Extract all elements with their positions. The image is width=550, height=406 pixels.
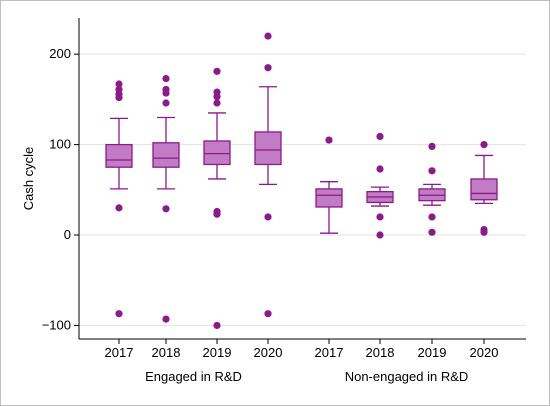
box-2018-engaged: 2018	[152, 74, 181, 360]
outlier-point	[115, 80, 123, 88]
box-2019-engaged: 2019	[203, 67, 232, 360]
outlier-point	[162, 315, 170, 323]
group-label: Non-engaged in R&D	[345, 369, 469, 384]
x-tick-label: 2018	[366, 345, 395, 360]
outlier-point	[480, 228, 488, 236]
outlier-point	[115, 310, 123, 318]
box-2020-engaged: 2020	[254, 32, 283, 360]
outlier-point	[162, 99, 170, 107]
outlier-point	[376, 132, 384, 141]
x-tick-label: 2017	[315, 345, 344, 360]
iqr-box	[105, 143, 133, 168]
iqr-box	[152, 142, 180, 168]
outlier-point	[213, 210, 221, 218]
box-2017-engaged: 2017	[105, 80, 134, 360]
y-tick-label: 0	[64, 227, 71, 242]
group-label: Engaged in R&D	[145, 369, 242, 384]
outlier-point	[428, 167, 436, 175]
outlier-point	[264, 32, 272, 40]
x-tick-label: 2020	[254, 345, 283, 360]
x-tick-label: 2020	[470, 345, 499, 360]
outlier-point	[162, 89, 170, 97]
outlier-point	[376, 231, 384, 239]
y-tick-label: 200	[49, 46, 71, 61]
box-2017-non-engaged: 2017	[315, 136, 344, 360]
outlier-point	[213, 67, 221, 75]
outlier-point	[115, 93, 123, 102]
y-axis-title: Cash cycle	[21, 147, 36, 211]
x-tick-label: 2017	[105, 345, 134, 360]
outlier-point	[264, 213, 272, 221]
x-tick-label: 2018	[152, 345, 181, 360]
x-tick-label: 2019	[418, 345, 447, 360]
iqr-box	[203, 140, 231, 166]
outlier-point	[162, 205, 170, 213]
x-tick-label: 2019	[203, 345, 232, 360]
outlier-point	[264, 310, 272, 318]
outlier-point	[428, 228, 436, 236]
outlier-point	[264, 64, 272, 72]
y-tick-label: −100	[42, 317, 71, 332]
outlier-point	[213, 99, 221, 107]
outlier-point	[376, 165, 384, 173]
outlier-point	[428, 213, 436, 221]
outlier-point	[213, 321, 221, 330]
outlier-point	[213, 93, 221, 101]
box-2020-non-engaged: 2020	[470, 140, 499, 360]
outlier-point	[162, 74, 170, 83]
y-tick-label: 100	[49, 137, 71, 152]
outlier-point	[325, 136, 333, 144]
iqr-box	[254, 131, 282, 166]
plot-area	[79, 18, 526, 339]
outlier-point	[376, 213, 384, 221]
outlier-point	[115, 204, 123, 212]
box-2018-non-engaged: 2018	[366, 132, 395, 360]
box-2019-non-engaged: 2019	[418, 142, 447, 360]
iqr-box	[315, 188, 343, 208]
outlier-point	[428, 142, 436, 150]
outlier-point	[480, 140, 488, 149]
iqr-box	[470, 178, 498, 201]
